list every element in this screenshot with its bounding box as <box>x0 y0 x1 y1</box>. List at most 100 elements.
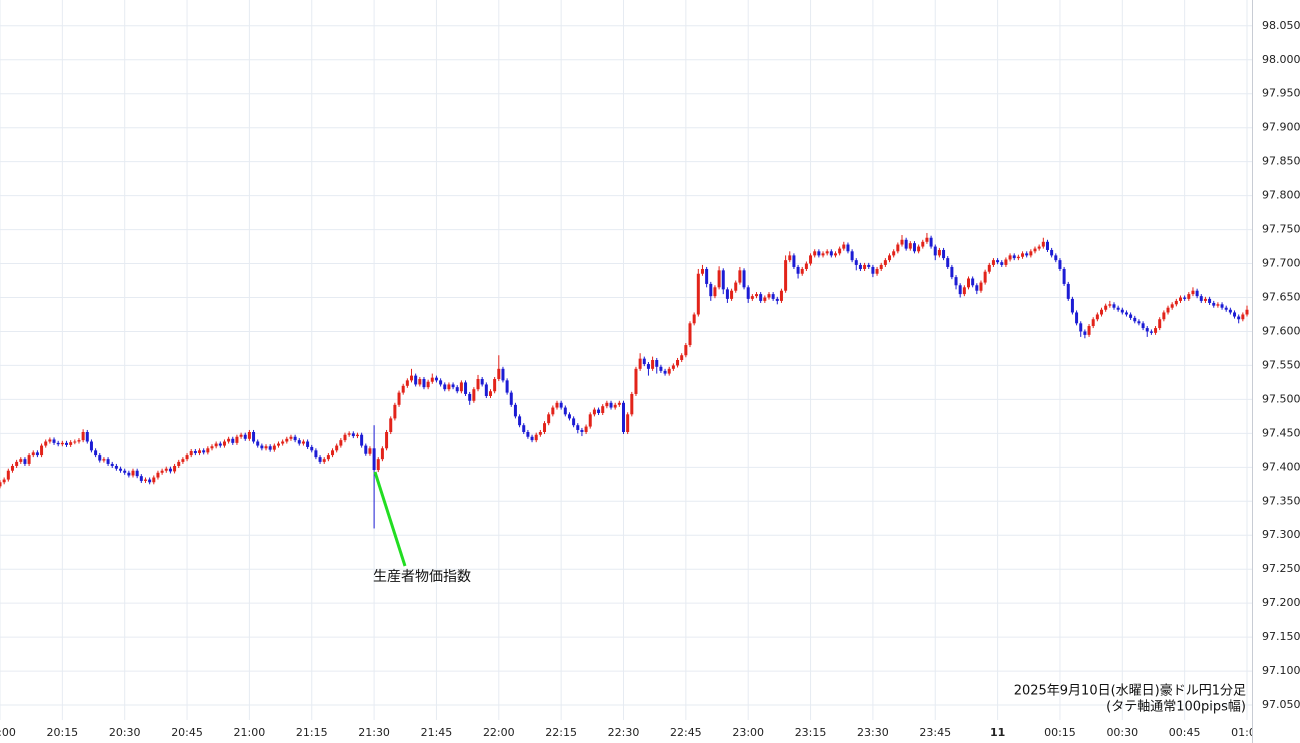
candle-body <box>85 432 89 442</box>
candle-body <box>651 360 655 369</box>
candle-body <box>1195 290 1199 297</box>
candle-body <box>958 285 962 295</box>
candle-body <box>380 448 384 460</box>
candle-body <box>447 384 451 390</box>
candle-body <box>114 465 118 469</box>
candle-body <box>996 260 1000 263</box>
candle-body <box>883 260 887 265</box>
candle-body <box>493 379 497 392</box>
candle-body <box>89 441 93 451</box>
candle-body <box>1216 304 1220 306</box>
candle-body <box>850 251 854 261</box>
candle-body <box>1162 312 1166 320</box>
candle-body <box>796 266 800 274</box>
candle-body <box>422 379 426 388</box>
candle-body <box>509 392 513 405</box>
candle-body <box>979 282 983 291</box>
candle-body <box>555 402 559 408</box>
candle-body <box>742 270 746 288</box>
candle-body <box>297 440 301 444</box>
candle-body <box>821 253 825 256</box>
candle-body <box>281 441 285 444</box>
candle-body <box>804 263 808 269</box>
candle-body <box>343 434 347 441</box>
candle-body <box>65 442 69 445</box>
candle-body <box>231 438 235 443</box>
candle-body <box>56 442 60 445</box>
candle-body <box>971 278 975 286</box>
annotation: 生産者物価指数 <box>373 569 471 585</box>
candle-body <box>692 314 696 324</box>
candle-body <box>206 448 210 453</box>
candle-body <box>135 470 139 477</box>
candle-body <box>846 244 850 252</box>
candle-body <box>40 445 44 456</box>
candle-body <box>738 270 742 283</box>
y-tick-label: 97.500 <box>1262 392 1300 405</box>
candle-body <box>368 448 372 454</box>
candle-body <box>871 266 875 274</box>
candle-body <box>1208 298 1212 303</box>
candle-body <box>94 450 98 456</box>
candle-body <box>272 445 276 450</box>
candle-body <box>389 418 393 432</box>
candle-body <box>1174 300 1178 305</box>
candle-body <box>177 461 181 466</box>
candle-body <box>896 244 900 252</box>
candle-body <box>1129 314 1133 318</box>
candle-body <box>962 287 966 295</box>
y-tick-label: 97.850 <box>1262 155 1300 168</box>
candle-body <box>44 441 48 446</box>
candle-body <box>983 271 987 283</box>
x-tick-label: 22:15 <box>545 726 577 739</box>
candle-body <box>322 459 326 462</box>
candle-body <box>854 260 858 265</box>
candle-body <box>414 375 418 385</box>
candle-body <box>763 297 767 301</box>
candle-body <box>1054 255 1058 261</box>
candle-body <box>1091 319 1095 327</box>
candle-body <box>119 468 123 471</box>
candle-body <box>418 379 422 385</box>
y-tick-label: 97.600 <box>1262 324 1300 337</box>
candle-body <box>52 439 56 443</box>
candle-body <box>156 472 160 478</box>
candle-body <box>1004 259 1008 265</box>
candle-body <box>605 402 609 407</box>
candle-body <box>563 407 567 415</box>
candle-body <box>597 409 601 413</box>
x-tick-label: 21:00 <box>234 726 266 739</box>
candle-body <box>1045 241 1049 250</box>
candle-body <box>788 255 792 261</box>
candle-body <box>547 414 551 424</box>
y-tick-label: 97.350 <box>1262 494 1300 507</box>
candle-body <box>6 470 10 480</box>
x-tick-label: 23:00 <box>732 726 764 739</box>
candle-body <box>1154 328 1158 333</box>
candle-body <box>127 472 131 476</box>
candle-body <box>634 368 638 394</box>
candle-body <box>1100 309 1104 315</box>
candle-body <box>202 450 206 453</box>
candle-body <box>767 294 771 298</box>
y-axis: 97.050 97.100 97.150 97.200 97.250 97.300 97.3… <box>1262 19 1300 711</box>
candle-body <box>967 278 971 288</box>
candle-body <box>950 266 954 278</box>
candle-body <box>123 470 127 473</box>
candle-body <box>1029 251 1033 256</box>
candle-body <box>351 433 355 437</box>
candle-body <box>713 287 717 297</box>
candle-body <box>538 432 542 435</box>
candle-body <box>933 246 937 256</box>
candle-body <box>684 345 688 356</box>
candle-body <box>717 270 721 288</box>
candle-body <box>734 282 738 291</box>
candle-body <box>613 404 617 408</box>
candle-body <box>1079 323 1083 332</box>
y-tick-label: 97.150 <box>1262 630 1300 643</box>
candle-body <box>98 455 102 461</box>
candle-body <box>1075 312 1079 324</box>
y-tick-label: 97.650 <box>1262 291 1300 304</box>
candle-body <box>908 243 912 249</box>
